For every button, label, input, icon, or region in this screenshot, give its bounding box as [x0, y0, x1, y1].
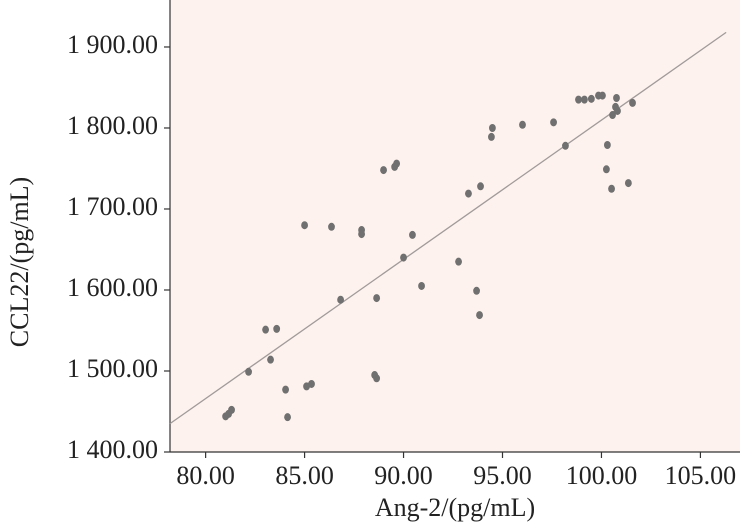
- point: [603, 165, 610, 174]
- y-tick-label: 1 400.00: [67, 435, 158, 464]
- point: [581, 95, 588, 104]
- x-axis-title: Ang-2/(pg/mL): [375, 493, 535, 522]
- point: [301, 221, 308, 230]
- point: [393, 159, 401, 168]
- y-tick-label: 1 600.00: [67, 273, 158, 302]
- y-tick-label: 1 900.00: [67, 30, 158, 59]
- point: [624, 179, 632, 188]
- point: [599, 91, 606, 100]
- point: [267, 355, 274, 364]
- point: [358, 230, 365, 239]
- point: [371, 371, 379, 380]
- point: [273, 324, 281, 333]
- point: [488, 132, 495, 141]
- point: [409, 230, 416, 239]
- point: [629, 98, 636, 107]
- point: [328, 222, 335, 231]
- x-tick-label: 95.00: [473, 461, 532, 490]
- point: [603, 140, 611, 149]
- point: [614, 106, 621, 115]
- point: [562, 141, 569, 150]
- point: [245, 367, 252, 376]
- point: [308, 379, 315, 388]
- point: [476, 311, 483, 320]
- point: [373, 294, 381, 303]
- x-tick-label: 105.00: [665, 461, 737, 490]
- point: [609, 111, 616, 120]
- plot-background: [170, 0, 740, 452]
- point: [613, 94, 620, 103]
- x-tick-label: 90.00: [374, 461, 433, 490]
- point: [262, 325, 269, 334]
- point: [418, 281, 425, 290]
- point: [575, 95, 582, 104]
- y-axis-title: CCL22/(pg/mL): [5, 177, 34, 347]
- y-tick-label: 1 800.00: [67, 111, 158, 140]
- point: [587, 94, 595, 103]
- point: [337, 295, 345, 304]
- point: [282, 385, 289, 394]
- point: [489, 123, 496, 132]
- point: [608, 184, 615, 193]
- point: [465, 189, 472, 198]
- trendline: [169, 31, 727, 425]
- y-tick-label: 1 500.00: [67, 354, 158, 383]
- point: [477, 182, 484, 191]
- x-tick-label: 80.00: [176, 461, 235, 490]
- point: [519, 120, 526, 129]
- y-tick-label: 1 700.00: [67, 192, 158, 221]
- x-tick-label: 85.00: [275, 461, 334, 490]
- point: [550, 118, 557, 127]
- point: [380, 166, 387, 175]
- x-tick-label: 100.00: [566, 461, 638, 490]
- point: [473, 286, 480, 295]
- point: [284, 413, 291, 422]
- point: [228, 405, 235, 414]
- point: [400, 253, 407, 262]
- point: [455, 257, 462, 266]
